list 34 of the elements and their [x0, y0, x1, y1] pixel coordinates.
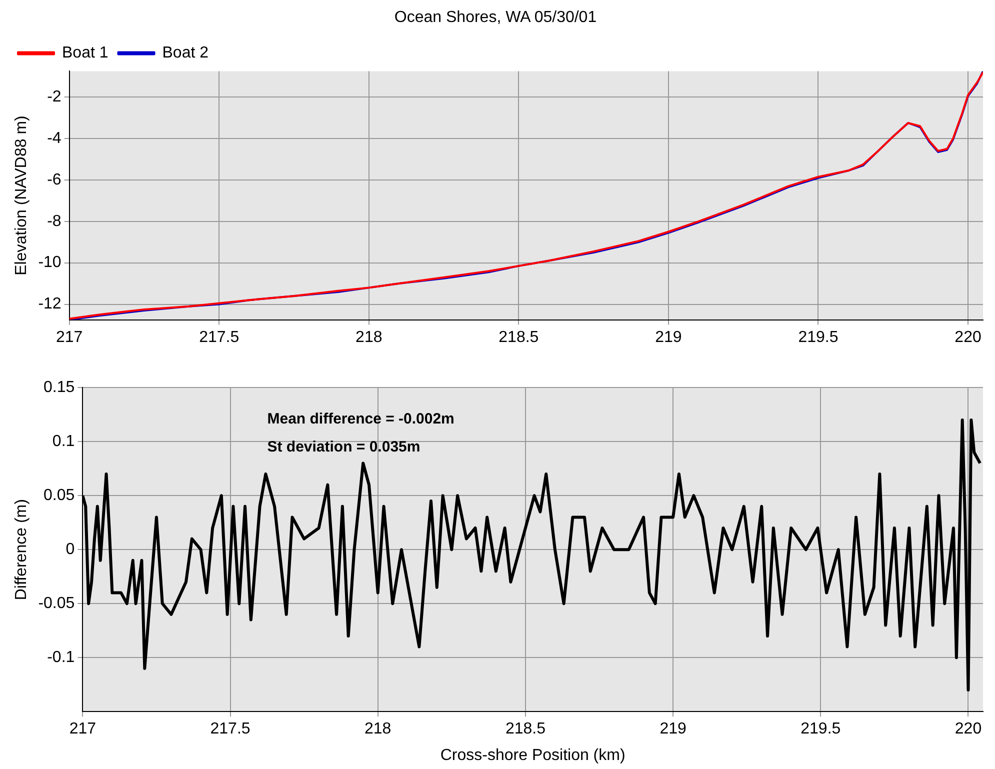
x-tick-label: 217.5 — [210, 720, 250, 738]
y-axis-title: Difference (m) — [13, 499, 30, 600]
x-tick-label: 217.5 — [199, 328, 240, 346]
x-tick-label: 218 — [364, 720, 392, 738]
x-tick-label: 218.5 — [505, 720, 546, 738]
y-tick-label: -2 — [47, 88, 62, 106]
x-axis-title: Cross-shore Position (km) — [440, 746, 626, 764]
x-tick-label: 218 — [356, 328, 382, 346]
y-tick-label: -6 — [47, 171, 62, 188]
x-tick-label: 219.5 — [798, 328, 838, 346]
annotation: St deviation = 0.035m — [267, 438, 420, 456]
x-tick-label: 217 — [56, 328, 83, 346]
x-tick-label: 220 — [954, 720, 982, 738]
y-tick-label: -10 — [38, 254, 62, 272]
chart-title: Ocean Shores, WA 05/30/01 — [394, 9, 597, 26]
x-tick-label: 220 — [954, 328, 982, 346]
y-tick-label: -8 — [47, 212, 62, 230]
y-tick-label: -0.05 — [38, 595, 75, 612]
y-tick-label: 0.05 — [44, 487, 75, 504]
x-tick-label: 218.5 — [498, 328, 539, 346]
legend-label: Boat 2 — [162, 44, 209, 62]
annotation: Mean difference = -0.002m — [267, 410, 454, 428]
x-tick-label: 219 — [655, 328, 682, 346]
y-tick-label: 0.15 — [44, 379, 75, 396]
legend-label: Boat 1 — [62, 44, 108, 62]
y-tick-label: 0 — [66, 541, 75, 558]
x-tick-label: 217 — [69, 720, 96, 738]
y-tick-label: 0.1 — [52, 433, 75, 450]
x-tick-label: 219.5 — [800, 720, 841, 738]
x-tick-label: 219 — [660, 720, 686, 738]
y-tick-label: -0.1 — [47, 649, 75, 666]
y-tick-label: -4 — [47, 130, 62, 147]
y-tick-label: -12 — [38, 296, 62, 313]
y-axis-title: Elevation (NAVD88 m) — [13, 116, 30, 276]
